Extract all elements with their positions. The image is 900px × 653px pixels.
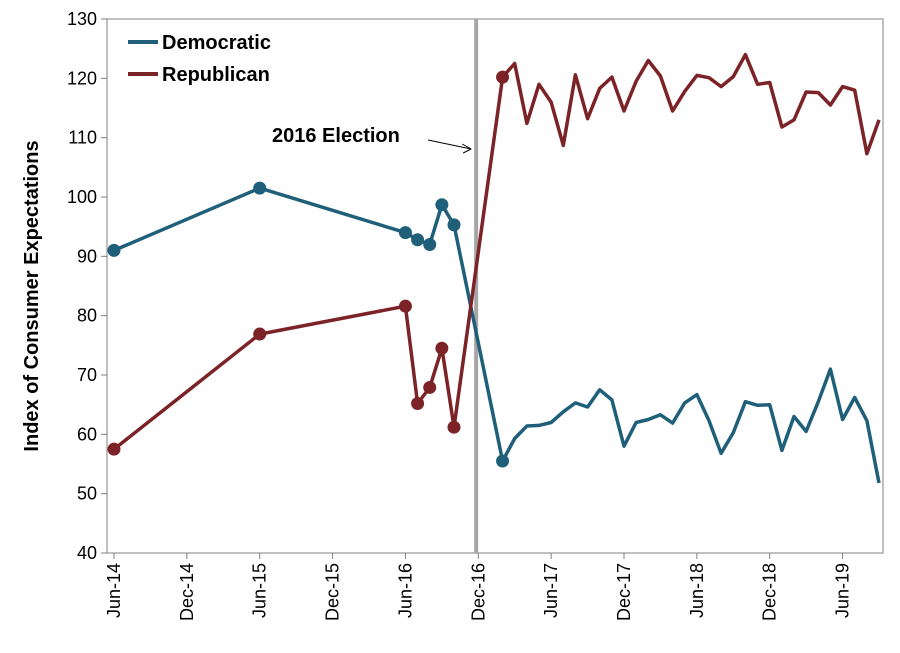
annotation-arrow-line [427,139,472,150]
y-tick-label: 50 [77,484,97,504]
y-tick-label: 40 [77,543,97,563]
chart-series [107,52,881,484]
x-tick-label: Dec-14 [177,563,197,621]
y-axis-ticks: 40 50 60 70 80 90 100 110 120 130 [67,9,107,563]
x-tick-label: Dec-16 [468,563,488,621]
republican-data-point [423,380,437,394]
x-tick-label: Dec-17 [614,563,634,621]
x-tick-label: Jun-19 [833,563,853,618]
democratic-data-point [398,226,412,240]
x-tick-label: Jun-16 [395,563,415,618]
republican-data-point [107,442,121,456]
y-tick-label: 60 [77,424,97,444]
republican-series-line [112,52,881,451]
y-tick-label: 100 [67,187,97,207]
republican-data-point [411,396,425,410]
x-tick-label: Jun-15 [250,563,270,618]
democratic-data-point [411,233,425,247]
x-tick-label: Jun-18 [687,563,707,618]
republican-data-point [398,299,412,313]
x-tick-label: Dec-15 [323,563,343,621]
chart-axes [106,18,884,554]
democratic-data-point [447,218,461,232]
y-tick-label: 80 [77,306,97,326]
democratic-data-point [496,454,510,468]
x-tick-label: Jun-17 [541,563,561,618]
republican-data-point [447,420,461,434]
plot-frame [106,18,884,554]
election-annotation-label: 2016 Election [272,125,400,147]
y-tick-label: 90 [77,246,97,266]
x-tick-label: Jun-14 [104,563,124,618]
y-tick-label: 130 [67,9,97,29]
election-marker: 2016 Election [272,19,479,553]
republican-legend-label: Republican [162,64,270,86]
republican-data-point [253,327,267,341]
democratic-data-point [435,198,449,212]
y-tick-label: 110 [68,128,97,148]
x-tick-label: Dec-18 [760,563,780,621]
democratic-data-point [253,181,267,195]
chart-legend: Democratic Republican [128,32,271,86]
democratic-legend-label: Democratic [162,32,271,54]
democratic-data-point [423,237,437,251]
republican-data-point [496,70,510,84]
y-tick-label: 120 [67,68,97,88]
democratic-data-point [107,243,121,257]
x-axis-ticks: Jun-14 Dec-14 Jun-15 Dec-15 Jun-16 Dec-16 Jun-… [104,553,853,621]
annotation-arrowhead [461,143,472,154]
y-tick-label: 70 [77,365,97,385]
y-axis-title: Index of Consumer Expectations [21,140,43,451]
republican-data-point [435,341,449,355]
democratic-series-line [113,186,881,484]
